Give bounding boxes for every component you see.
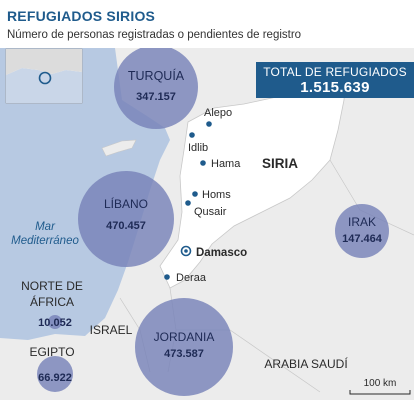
bubble-libano — [78, 171, 174, 267]
bubble-egipto — [37, 356, 73, 392]
total-refugees-box: TOTAL DE REFUGIADOS 1.515.639 — [256, 62, 414, 98]
capital-marker — [180, 245, 192, 257]
label-mediterraneo: Mediterráneo — [11, 235, 79, 247]
label-mar: Mar — [35, 221, 56, 233]
cyprus-island — [101, 139, 137, 157]
bubble-jordania — [135, 298, 233, 396]
value-norte-africa: 10.052 — [38, 317, 72, 329]
scale-label: 100 km — [364, 378, 397, 389]
bubble-norte-africa — [48, 315, 62, 329]
value-egipto: 66.922 — [38, 372, 72, 384]
city-dot-hama — [200, 160, 206, 166]
label-egipto: EGIPTO — [29, 345, 74, 359]
map-title: REFUGIADOS SIRIOS — [7, 8, 156, 24]
city-label-idlib: Idlib — [188, 142, 208, 154]
label-siria: SIRIA — [262, 156, 298, 171]
city-label-hama: Hama — [211, 158, 241, 170]
header: REFUGIADOS SIRIOS Número de personas reg… — [7, 4, 407, 48]
map-subtitle: Número de personas registradas o pendien… — [7, 29, 302, 41]
city-label-qusair: Qusair — [194, 206, 227, 218]
bubble-irak — [335, 204, 389, 258]
total-label: TOTAL DE REFUGIADOS — [263, 65, 407, 79]
total-value: 1.515.639 — [300, 79, 370, 96]
city-dot-deraa — [164, 274, 170, 280]
city-dot-qusair — [185, 200, 191, 206]
city-label-homs: Homs — [202, 189, 231, 201]
label-irak: IRAK — [348, 215, 376, 229]
locator-inset — [5, 48, 83, 104]
value-jordania: 473.587 — [164, 348, 204, 360]
city-markers — [164, 121, 212, 280]
label-arabia-saudi: ARABIA SAUDÍ — [264, 356, 348, 371]
city-dot-idlib — [189, 132, 195, 138]
label-turquia: TURQUÍA — [128, 68, 185, 83]
map: TURQUÍA 347.157 LÍBANO 470.457 IRAK 147.… — [0, 48, 414, 400]
bubble-turquia — [114, 48, 198, 129]
label-libano: LÍBANO — [104, 196, 148, 211]
value-libano: 470.457 — [106, 220, 146, 232]
city-label-damasco: Damasco — [196, 247, 247, 259]
value-irak: 147.464 — [342, 233, 383, 245]
city-label-alepo: Alepo — [204, 107, 232, 119]
scale-bar: 100 km — [349, 378, 411, 395]
label-jordania: JORDANIA — [154, 330, 215, 344]
city-dot-alepo — [206, 121, 212, 127]
value-turquia: 347.157 — [136, 91, 176, 103]
mediterranean-sea — [0, 48, 170, 340]
label-norte-africa-2: ÁFRICA — [30, 294, 74, 309]
city-label-deraa: Deraa — [176, 272, 207, 284]
city-dot-homs — [192, 191, 198, 197]
label-israel: ISRAEL — [90, 323, 133, 337]
label-norte-africa: NORTE DE — [21, 279, 83, 293]
bubbles — [37, 48, 389, 396]
